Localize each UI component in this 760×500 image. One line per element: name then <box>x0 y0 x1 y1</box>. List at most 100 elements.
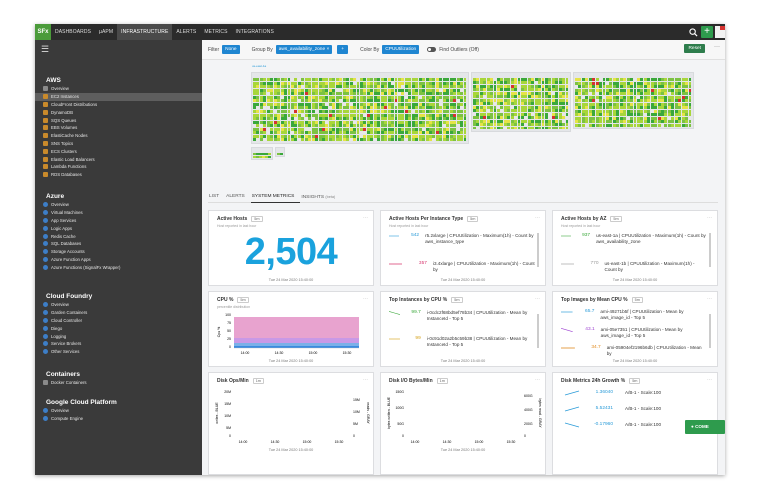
host-cell[interactable] <box>592 109 596 113</box>
host-cell[interactable] <box>643 99 647 102</box>
host-cell[interactable] <box>460 85 464 89</box>
host-cell[interactable] <box>256 120 260 124</box>
host-cell[interactable] <box>394 81 398 85</box>
host-cell[interactable] <box>301 102 305 106</box>
host-cell[interactable] <box>657 120 661 123</box>
host-cell[interactable] <box>297 131 301 135</box>
host-cell[interactable] <box>259 113 263 117</box>
host-cell[interactable] <box>473 123 476 127</box>
host-cell[interactable] <box>311 110 315 114</box>
host-cell[interactable] <box>373 134 377 138</box>
host-cell[interactable] <box>432 117 436 121</box>
host-cell[interactable] <box>456 78 460 82</box>
host-cell[interactable] <box>339 127 343 131</box>
host-cell[interactable] <box>322 99 325 103</box>
host-cell[interactable] <box>425 92 429 96</box>
host-cell[interactable] <box>322 106 325 110</box>
sidebar-item[interactable]: Azure Functions (SignalFx Wrapper) <box>35 263 202 271</box>
host-cell[interactable] <box>510 84 514 88</box>
host-cell[interactable] <box>373 95 377 99</box>
host-cell[interactable] <box>328 78 332 82</box>
host-cell[interactable] <box>353 127 357 131</box>
host-cell[interactable] <box>643 88 647 92</box>
host-cell[interactable] <box>297 102 301 106</box>
host-cell[interactable] <box>595 81 599 85</box>
host-cell[interactable] <box>688 81 692 85</box>
host-cell[interactable] <box>284 106 287 110</box>
host-cell[interactable] <box>401 106 405 110</box>
host-cell[interactable] <box>500 78 504 81</box>
host-cell[interactable] <box>545 119 548 123</box>
host-cell[interactable] <box>408 124 412 128</box>
host-cell[interactable] <box>335 102 339 106</box>
host-cell[interactable] <box>401 78 405 82</box>
host-cell[interactable] <box>623 92 627 95</box>
host-cell[interactable] <box>363 106 367 110</box>
host-cell[interactable] <box>360 110 363 114</box>
host-cell[interactable] <box>551 88 555 92</box>
host-cell[interactable] <box>401 127 405 131</box>
host-cell[interactable] <box>497 95 500 99</box>
host-cell[interactable] <box>541 78 545 81</box>
host-cell[interactable] <box>315 78 319 82</box>
host-cell[interactable] <box>294 113 298 117</box>
host-cell[interactable] <box>664 106 668 109</box>
host-cell[interactable] <box>588 99 592 102</box>
host-cell[interactable] <box>401 99 405 103</box>
card-menu-icon[interactable]: ⋯ <box>535 296 540 302</box>
host-cell[interactable] <box>301 99 305 103</box>
host-cell[interactable] <box>270 99 274 103</box>
host-cell[interactable] <box>661 109 664 113</box>
host-cell[interactable] <box>592 113 596 116</box>
host-cell[interactable] <box>325 138 329 142</box>
host-cell[interactable] <box>346 131 350 135</box>
host-cell[interactable] <box>304 106 308 110</box>
host-cell[interactable] <box>363 102 367 106</box>
host-cell[interactable] <box>483 126 487 130</box>
host-cell[interactable] <box>432 95 436 99</box>
host-cell[interactable] <box>322 117 325 121</box>
host-cell[interactable] <box>259 155 262 158</box>
host-cell[interactable] <box>453 85 457 89</box>
host-cell[interactable] <box>685 88 689 92</box>
host-cell[interactable] <box>290 134 294 138</box>
host-cell[interactable] <box>640 92 644 95</box>
host-cell[interactable] <box>476 88 480 92</box>
host-cell[interactable] <box>277 95 281 99</box>
host-cell[interactable] <box>263 99 267 103</box>
host-cell[interactable] <box>435 127 439 131</box>
host-cell[interactable] <box>623 113 627 116</box>
host-cell[interactable] <box>460 138 464 142</box>
host-cell[interactable] <box>456 88 460 92</box>
sidebar-item[interactable]: SQL Databases <box>35 240 202 248</box>
host-cell[interactable] <box>304 124 308 128</box>
host-cell[interactable] <box>253 113 256 117</box>
host-cell[interactable] <box>514 98 518 102</box>
host-cell[interactable] <box>558 78 562 81</box>
host-cell[interactable] <box>521 123 524 127</box>
host-cell[interactable] <box>366 138 370 142</box>
host-cell[interactable] <box>290 106 294 110</box>
host-cell[interactable] <box>588 81 592 85</box>
host-cell[interactable] <box>630 81 633 85</box>
host-cell[interactable] <box>301 92 305 96</box>
host-cell[interactable] <box>435 88 439 92</box>
host-cell[interactable] <box>456 120 460 124</box>
host-cell[interactable] <box>259 81 263 85</box>
host-cell[interactable] <box>534 109 538 113</box>
host-cell[interactable] <box>650 123 654 127</box>
host-cell[interactable] <box>514 123 518 127</box>
host-cell[interactable] <box>612 78 616 81</box>
host-cell[interactable] <box>404 110 408 114</box>
host-cell[interactable] <box>363 78 367 82</box>
host-cell[interactable] <box>432 131 436 135</box>
host-cell[interactable] <box>578 78 582 81</box>
host-cell[interactable] <box>353 88 357 92</box>
host-cell[interactable] <box>256 92 260 96</box>
host-cell[interactable] <box>349 110 353 114</box>
host-cell[interactable] <box>476 78 480 81</box>
host-cell[interactable] <box>304 138 308 142</box>
host-cell[interactable] <box>394 95 398 99</box>
host-cell[interactable] <box>507 88 511 92</box>
host-cell[interactable] <box>650 78 654 81</box>
